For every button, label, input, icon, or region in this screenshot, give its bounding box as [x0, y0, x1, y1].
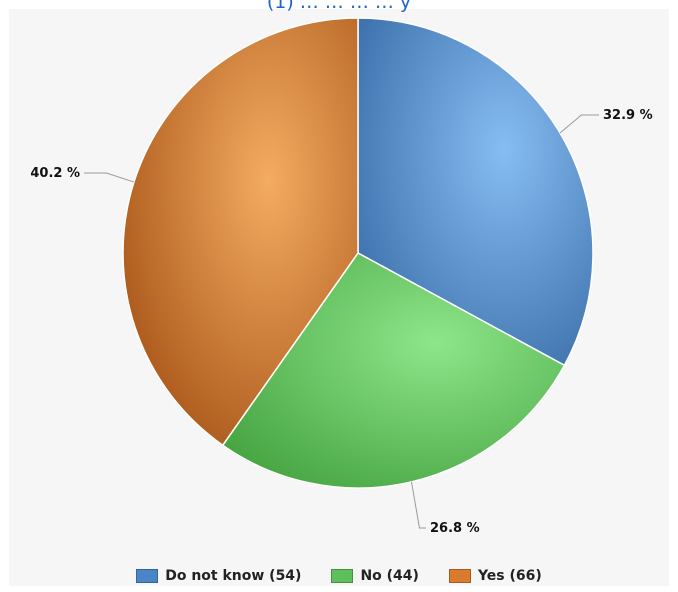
legend-label: Do not know (54): [165, 568, 302, 584]
legend-item[interactable]: Yes (66): [448, 568, 542, 584]
leader-line: [84, 172, 135, 183]
legend-item[interactable]: No (44): [331, 568, 419, 584]
pie-slice-no[interactable]: [221, 252, 566, 489]
leader-line: [559, 114, 599, 134]
legend-label: Yes (66): [477, 568, 542, 584]
legend-swatch: [448, 569, 471, 583]
pie-slice-do-not-know[interactable]: [357, 17, 594, 367]
pie-chart: 32.9 % 26.8 % 40.2 %: [30, 17, 653, 536]
pie-slice-yes[interactable]: [122, 17, 359, 447]
slice-percent-label: 26.8 %: [430, 521, 480, 536]
chart-legend: Do not know (54) No (44) Yes (66): [0, 564, 678, 588]
leader-line: [410, 481, 426, 529]
legend-swatch: [136, 569, 159, 583]
legend-swatch: [331, 569, 354, 583]
legend-label: No (44): [360, 568, 419, 584]
legend-item[interactable]: Do not know (54): [136, 568, 301, 584]
chart-title: (1) … … … … y: [266, 0, 412, 13]
slice-percent-label: 32.9 %: [603, 108, 653, 123]
slice-percent-label: 40.2 %: [30, 166, 80, 181]
